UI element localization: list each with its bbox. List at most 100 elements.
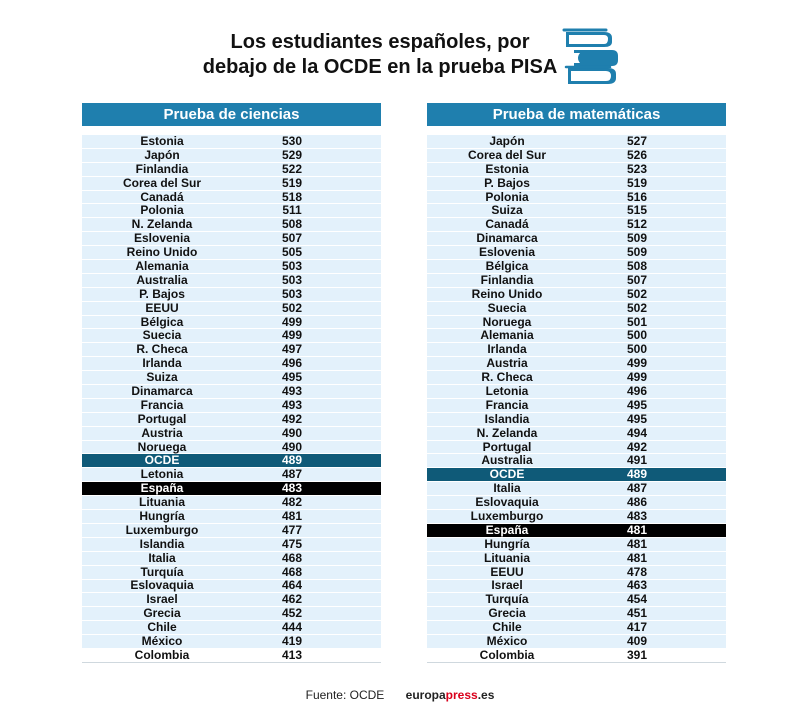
score-value: 500 xyxy=(626,328,648,343)
table-row: Reino Unido 502 xyxy=(427,286,726,302)
score-value: 503 xyxy=(281,272,303,287)
country-name: Suiza xyxy=(491,203,523,218)
country-name: Grecia xyxy=(143,606,181,621)
score-value: 527 xyxy=(626,133,648,148)
score-value: 505 xyxy=(281,245,303,260)
score-value: 503 xyxy=(281,258,303,273)
table-row: EEUU 502 xyxy=(82,301,381,316)
table-row: Suecia 502 xyxy=(427,301,726,316)
table-row: Finlandia 507 xyxy=(427,272,726,288)
score-value: 468 xyxy=(281,550,303,565)
country-name: Chile xyxy=(492,620,522,635)
country-name: Letonia xyxy=(485,383,529,398)
score-value: 463 xyxy=(626,578,648,593)
country-name: Finlandia xyxy=(480,272,534,287)
table-row: Turquía 468 xyxy=(82,564,381,580)
country-name: Francia xyxy=(140,397,184,412)
country-name: Colombia xyxy=(479,647,535,662)
title-line-1: Los estudiantes españoles, por xyxy=(230,31,530,53)
table-row: Austria 490 xyxy=(82,425,381,441)
footer: Fuente: OCDE europapress.es xyxy=(0,688,800,702)
score-value: 509 xyxy=(626,231,648,246)
oecd-row: OCDE 489 xyxy=(82,454,381,469)
country-name: Alemania xyxy=(135,258,189,273)
score-value: 530 xyxy=(281,133,303,148)
table-row: Dinamarca 509 xyxy=(427,231,726,247)
score-value: 489 xyxy=(626,467,648,482)
score-value: 490 xyxy=(281,439,303,454)
country-name: México xyxy=(486,634,528,649)
country-name: R. Checa xyxy=(481,370,533,385)
table-row: Lituania 481 xyxy=(427,551,726,566)
score-value: 417 xyxy=(626,620,648,635)
table-row: Austria 499 xyxy=(427,357,726,372)
brand-part-1: europa xyxy=(405,688,446,702)
score-value: 496 xyxy=(626,383,648,398)
table-row: Eslovenia 509 xyxy=(427,246,726,261)
table-row: Alemania 503 xyxy=(82,258,381,274)
country-name: Luxemburgo xyxy=(470,509,544,523)
score-value: 523 xyxy=(626,161,648,176)
table-row: Colombia 391 xyxy=(427,647,726,663)
score-value: 481 xyxy=(626,522,648,537)
score-value: 413 xyxy=(281,647,303,662)
table-row: Letonia 487 xyxy=(82,468,381,483)
score-value: 497 xyxy=(281,342,303,357)
table-row: Australia 491 xyxy=(427,453,726,469)
table-row: Corea del Sur 519 xyxy=(82,176,381,191)
country-name: Dinamarca xyxy=(476,231,538,246)
country-name: Bélgica xyxy=(485,258,529,273)
country-name: Eslovenia xyxy=(133,231,191,246)
country-name: EEUU xyxy=(490,564,524,579)
score-value: 477 xyxy=(281,522,303,537)
table-row: Polonia 511 xyxy=(82,204,381,219)
table-row: Estonia 523 xyxy=(427,161,726,177)
score-value: 493 xyxy=(281,397,303,412)
score-value: 487 xyxy=(626,481,648,496)
table-row: Portugal 492 xyxy=(427,439,726,455)
score-value: 491 xyxy=(626,453,648,468)
score-value: 452 xyxy=(281,606,303,621)
table-row: México 409 xyxy=(427,635,726,649)
table-row: Irlanda 500 xyxy=(427,343,726,358)
source-note: Fuente: OCDE xyxy=(305,688,385,702)
score-value: 454 xyxy=(626,592,648,607)
score-value: 464 xyxy=(281,578,303,593)
country-name: Reino Unido xyxy=(471,286,543,301)
score-value: 508 xyxy=(281,217,303,232)
country-name: Colombia xyxy=(134,647,190,662)
country-name: N. Zelanda xyxy=(131,217,193,232)
score-value: 419 xyxy=(281,634,303,649)
title-line-2: debajo de la OCDE en la prueba PISA xyxy=(202,56,558,78)
country-name: Corea del Sur xyxy=(467,147,547,162)
score-value: 512 xyxy=(626,217,648,232)
country-name: Suiza xyxy=(146,370,178,385)
score-value: 481 xyxy=(626,536,648,551)
country-name: Bélgica xyxy=(140,314,184,329)
table-row: P. Bajos 519 xyxy=(427,176,726,191)
score-value: 490 xyxy=(281,425,303,440)
country-name: Italia xyxy=(493,481,521,496)
books-icon xyxy=(562,28,618,84)
country-name: Turquía xyxy=(140,564,184,579)
table-row: Luxemburgo 477 xyxy=(82,522,381,538)
table-row: Canadá 518 xyxy=(82,190,381,205)
table-row: P. Bajos 503 xyxy=(82,286,381,302)
country-name: Turquía xyxy=(485,592,529,607)
country-name: Suecia xyxy=(142,328,182,343)
table-row: Noruega 501 xyxy=(427,315,726,330)
score-value: 502 xyxy=(626,286,648,301)
country-name: Islandia xyxy=(484,411,530,426)
spain-row: España 481 xyxy=(427,522,726,538)
country-name: N. Zelanda xyxy=(476,425,538,440)
score-value: 492 xyxy=(626,439,648,454)
table-row: Noruega 490 xyxy=(82,439,381,455)
score-value: 495 xyxy=(626,397,648,412)
country-name: Eslovaquia xyxy=(130,578,194,593)
table-row: Chile 444 xyxy=(82,621,381,636)
country-name: P. Bajos xyxy=(139,286,185,301)
country-name: España xyxy=(140,481,184,496)
table-row: N. Zelanda 508 xyxy=(82,217,381,233)
brand-part-3: .es xyxy=(477,688,495,702)
score-value: 495 xyxy=(626,411,648,426)
